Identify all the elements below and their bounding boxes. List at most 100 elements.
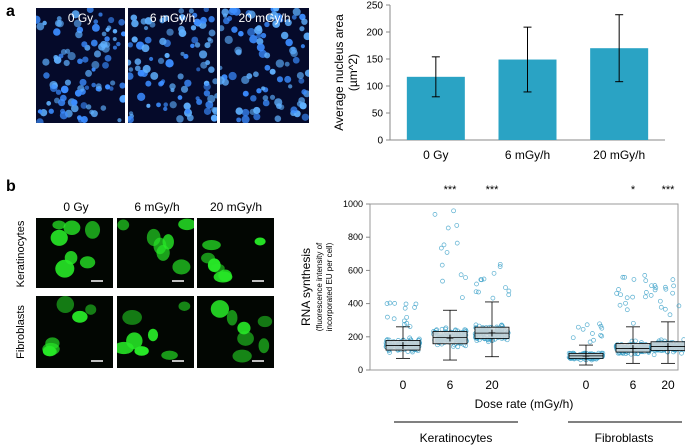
- data-point: [649, 283, 654, 289]
- nucleus: [76, 115, 82, 121]
- nucleus: [60, 49, 67, 55]
- nucleus: [262, 99, 270, 107]
- data-point: [584, 322, 590, 328]
- nucleus: [296, 71, 304, 80]
- nucleus: [60, 108, 66, 114]
- nucleus: [210, 114, 217, 122]
- nucleus: [264, 21, 270, 28]
- data-point: [651, 352, 657, 358]
- nucleus: [272, 20, 281, 28]
- x-category-label: 20 mGy/h: [593, 148, 645, 162]
- nucleus: [128, 67, 134, 72]
- nucleus: [164, 52, 170, 59]
- nucleus: [254, 26, 263, 35]
- nucleus: [304, 69, 309, 77]
- nucleus: [104, 84, 111, 90]
- data-point: [642, 272, 648, 278]
- nucleus: [36, 15, 41, 24]
- nucleus: [284, 19, 292, 27]
- nucleus: [166, 28, 174, 36]
- nucleus: [104, 54, 112, 62]
- nucleus: [116, 41, 121, 47]
- mean-marker: +: [446, 330, 454, 346]
- mean-marker: +: [399, 337, 407, 353]
- data-point: [407, 335, 413, 341]
- y-tick-label: 400: [348, 299, 363, 309]
- nucleus: [142, 64, 151, 73]
- green-micrograph-fib-0gy: [36, 296, 113, 368]
- nucleus: [100, 40, 108, 49]
- nucleus: [91, 61, 100, 70]
- nucleus: [184, 79, 192, 87]
- nucleus: [67, 52, 76, 61]
- data-point: [443, 326, 448, 332]
- data-point: [454, 223, 460, 228]
- data-point: [657, 298, 663, 304]
- significance-marker: ***: [486, 184, 500, 196]
- nucleus: [134, 65, 141, 72]
- data-point: [478, 277, 484, 283]
- nucleus: [192, 12, 198, 18]
- nucleus: [100, 105, 107, 111]
- nucleus: [188, 8, 194, 14]
- nucleus: [242, 90, 249, 97]
- nucleus: [237, 321, 251, 335]
- nucleus: [253, 113, 261, 121]
- data-point: [402, 305, 408, 311]
- nucleus: [228, 8, 236, 16]
- nucleus: [276, 103, 282, 109]
- nucleus: [178, 218, 194, 231]
- data-point: [658, 304, 664, 310]
- micrograph-20mgyh: 20 mGy/h: [220, 8, 309, 123]
- nucleus: [149, 56, 154, 62]
- data-point: [648, 292, 654, 298]
- data-point: [618, 292, 623, 298]
- nucleus: [169, 101, 177, 109]
- nucleus: [291, 14, 297, 20]
- nucleus: [253, 106, 261, 115]
- y-tick-label: 800: [348, 232, 363, 242]
- x-tick-label: 0: [583, 378, 590, 392]
- nucleus: [131, 19, 139, 28]
- nucleus: [237, 331, 254, 346]
- nucleus: [71, 99, 78, 106]
- nucleus: [71, 104, 79, 113]
- nucleus: [55, 89, 62, 95]
- data-point: [653, 285, 659, 291]
- nucleus: [300, 44, 305, 49]
- data-point: [614, 291, 619, 296]
- nucleus: [274, 115, 282, 122]
- data-point: [630, 320, 636, 326]
- data-point: [385, 314, 390, 320]
- nucleus: [71, 10, 80, 19]
- nucleus: [203, 8, 209, 13]
- nucleus: [105, 27, 110, 32]
- nucleus: [194, 42, 201, 48]
- nucleus: [289, 46, 297, 55]
- data-point: [481, 276, 487, 282]
- data-point: [670, 277, 676, 282]
- nucleus: [203, 90, 211, 97]
- micrograph-label: 6 mGy/h: [149, 11, 196, 25]
- nucleus: [137, 92, 146, 102]
- data-point: [587, 339, 593, 345]
- nucleus: [301, 89, 307, 95]
- nucleus: [176, 115, 184, 123]
- nucleus: [256, 38, 264, 45]
- data-point: [445, 225, 451, 231]
- nucleus: [37, 109, 43, 114]
- data-point: [391, 316, 397, 322]
- data-point: [630, 294, 635, 300]
- nucleus: [140, 18, 147, 25]
- micrograph-0gy: 0 Gy: [36, 8, 125, 123]
- data-point: [622, 274, 627, 280]
- significance-marker: ***: [662, 184, 676, 196]
- nucleus: [183, 102, 191, 110]
- nucleus: [191, 36, 199, 44]
- nucleus: [210, 300, 230, 318]
- nucleus: [81, 41, 88, 48]
- x-category-label: 0 Gy: [423, 148, 448, 162]
- nucleus: [258, 338, 270, 354]
- nucleus: [98, 12, 103, 17]
- nucleus: [85, 104, 92, 110]
